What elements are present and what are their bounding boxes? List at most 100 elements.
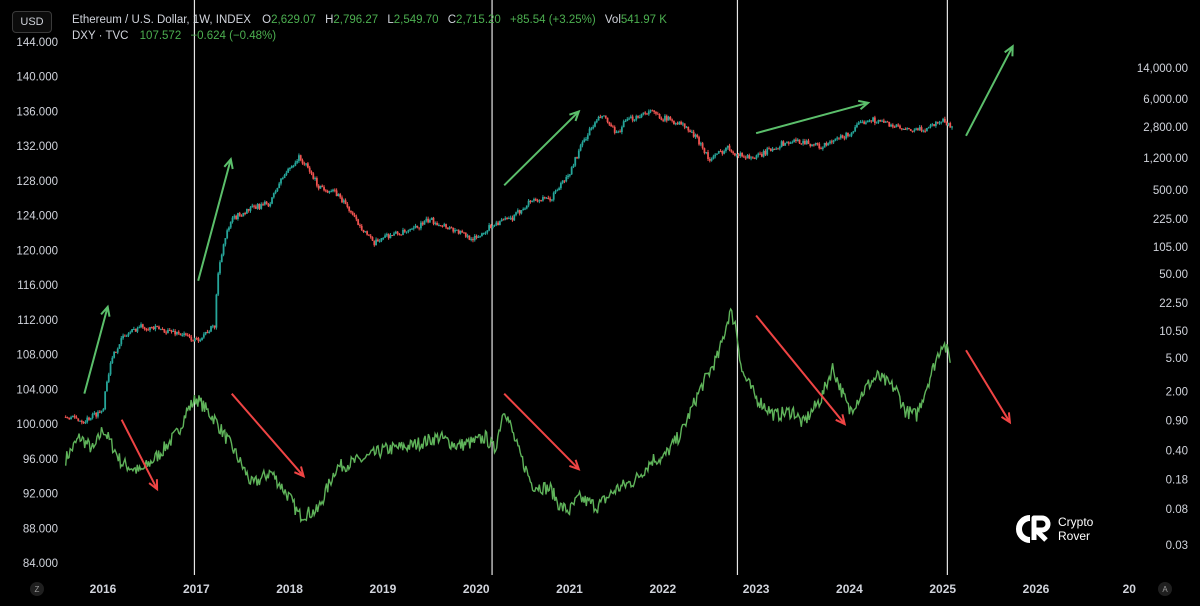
- eth-candle: [768, 148, 770, 150]
- eth-symbol[interactable]: Ethereum / U.S. Dollar, 1W, INDEX: [72, 14, 251, 26]
- eth-candle: [434, 222, 437, 224]
- eth-candle: [82, 422, 85, 424]
- eth-candle: [658, 114, 661, 119]
- eth-candle: [653, 110, 656, 112]
- left-tick-label: 116.000: [17, 280, 58, 292]
- eth-candle: [533, 199, 535, 201]
- annotation-arrow-head: [223, 156, 234, 170]
- eth-candle: [612, 126, 614, 128]
- eth-candle: [260, 204, 263, 209]
- eth-candle: [807, 140, 810, 144]
- eth-candle: [201, 337, 203, 341]
- eth-candle: [412, 227, 415, 229]
- eth-candle: [463, 232, 465, 234]
- eth-candle: [839, 135, 842, 139]
- eth-candle: [193, 338, 196, 342]
- right-tick-label: 6,000.00: [1143, 94, 1188, 106]
- eth-candle: [231, 217, 234, 222]
- x-tick-label: 2019: [370, 582, 397, 596]
- eth-candle: [705, 152, 708, 154]
- eth-candle: [402, 229, 404, 235]
- right-tick-label: 50.00: [1159, 269, 1188, 281]
- annotation-arrow-shaft: [197, 158, 232, 282]
- eth-candle: [865, 122, 867, 124]
- eth-candle: [841, 135, 844, 138]
- eth-candle: [647, 111, 650, 115]
- eth-candle: [875, 122, 878, 124]
- eth-candle: [263, 201, 266, 205]
- eth-candle: [726, 145, 729, 148]
- eth-candle: [949, 123, 952, 128]
- eth-candle: [857, 122, 860, 125]
- eth-candle: [299, 155, 302, 161]
- legend-dxy-row: DXY · TVC 107.572 −0.624 (−0.48%): [72, 28, 673, 44]
- eth-candle: [66, 417, 69, 419]
- logo-line-2: Rover: [1058, 529, 1091, 543]
- eth-candle: [674, 123, 677, 125]
- eth-candle: [237, 213, 239, 220]
- eth-candle: [111, 357, 114, 364]
- eth-candle: [784, 142, 787, 146]
- auto-scale-button[interactable]: A: [1158, 582, 1172, 596]
- dxy-value: 107.572: [139, 30, 182, 42]
- x-tick-label: 2023: [743, 582, 770, 596]
- eth-candle: [394, 231, 397, 234]
- open-label: O: [262, 14, 272, 26]
- right-tick-label: 0.18: [1166, 475, 1188, 487]
- eth-candle: [455, 229, 458, 231]
- right-tick-label: 225.00: [1153, 214, 1188, 226]
- eth-candle: [701, 143, 704, 149]
- vertical-marker-lines: [193, 0, 948, 575]
- eth-candle: [134, 328, 137, 332]
- eth-candle: [597, 116, 600, 121]
- currency-button[interactable]: USD: [12, 11, 52, 33]
- eth-candle: [317, 185, 320, 189]
- eth-candle: [247, 209, 250, 211]
- eth-candle: [177, 331, 180, 334]
- eth-candle: [683, 123, 686, 128]
- eth-candle: [911, 131, 914, 133]
- eth-candle: [940, 121, 943, 123]
- eth-candle: [540, 200, 543, 202]
- eth-candle: [204, 331, 207, 335]
- eth-candle: [271, 197, 273, 204]
- eth-candle: [267, 204, 270, 207]
- eth-candle: [436, 222, 438, 226]
- eth-candle: [190, 336, 193, 341]
- eth-candle: [780, 141, 783, 147]
- eth-candle: [739, 152, 742, 157]
- eth-candle: [581, 142, 584, 146]
- eth-candle: [174, 330, 177, 335]
- timezone-button[interactable]: Z: [30, 582, 44, 596]
- eth-candle: [834, 138, 837, 141]
- eth-candle: [217, 273, 220, 295]
- eth-candle: [337, 194, 340, 197]
- eth-candle: [403, 229, 406, 232]
- eth-candle: [430, 217, 433, 221]
- eth-candle: [77, 418, 80, 421]
- eth-candle: [278, 183, 281, 188]
- eth-candle: [158, 326, 160, 330]
- eth-candle: [441, 225, 444, 227]
- eth-candle: [176, 331, 178, 335]
- eth-candle: [741, 152, 744, 157]
- dxy-symbol[interactable]: DXY · TVC: [72, 30, 129, 42]
- eth-candle: [811, 144, 813, 147]
- eth-candle: [258, 203, 261, 209]
- eth-candle: [664, 115, 666, 121]
- eth-candle: [640, 113, 643, 117]
- eth-candle: [872, 117, 874, 122]
- eth-candle: [445, 224, 447, 228]
- eth-candle: [326, 190, 329, 193]
- eth-candle: [122, 335, 124, 339]
- eth-candle: [886, 121, 889, 123]
- eth-candle: [518, 210, 521, 214]
- eth-candle: [127, 333, 130, 336]
- eth-candle: [877, 119, 880, 123]
- eth-candle: [385, 234, 388, 236]
- eth-candle: [708, 158, 711, 161]
- eth-candle: [599, 116, 602, 118]
- eth-candle: [380, 238, 383, 241]
- annotation-arrow-shaft: [503, 392, 580, 470]
